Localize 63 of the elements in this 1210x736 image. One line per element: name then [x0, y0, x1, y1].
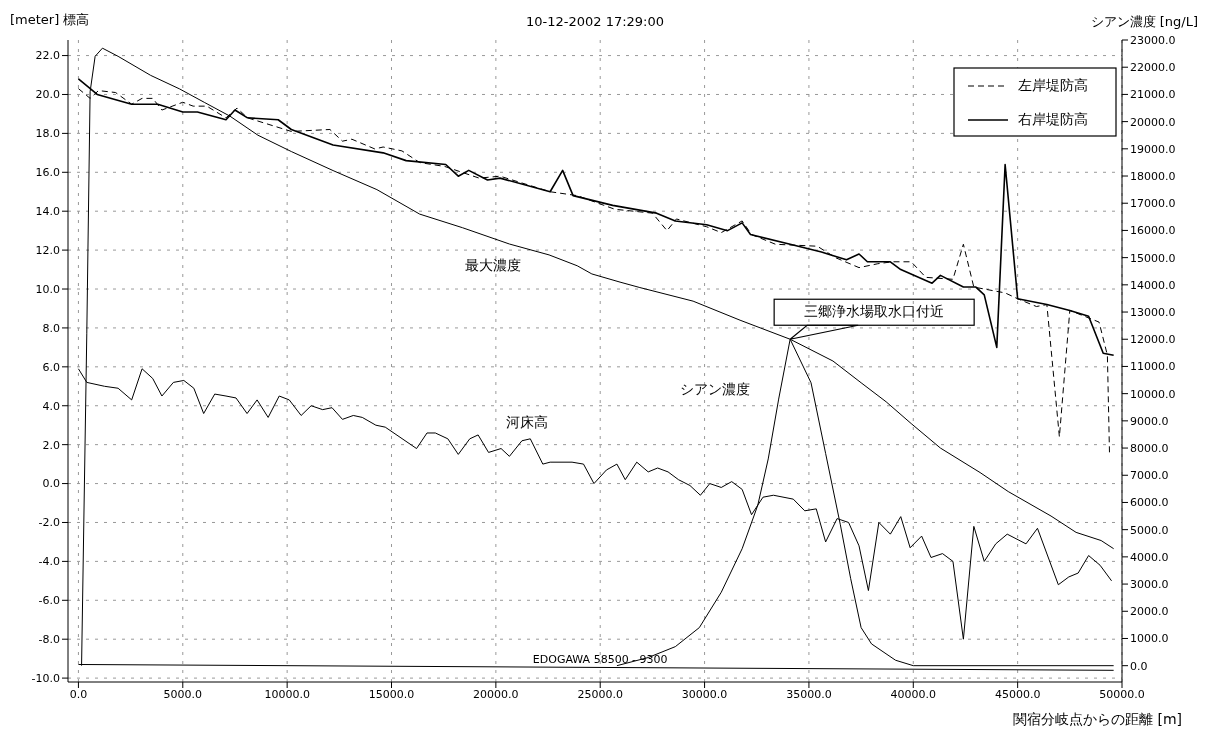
y2-tick-label: 18000.0	[1130, 169, 1176, 183]
y2-tick-label: 0.0	[1130, 659, 1148, 673]
x-tick-label: 20000.0	[473, 687, 519, 701]
y-tick-label: 6.0	[42, 360, 60, 374]
legend-label: 左岸堤防高	[1018, 77, 1088, 93]
y2-tick-label: 12000.0	[1130, 333, 1176, 347]
y-tick-label: -4.0	[38, 555, 60, 569]
x-tick-label: 10000.0	[264, 687, 310, 701]
chart-title: 10-12-2002 17:29:00	[525, 14, 665, 29]
y-tick-label: -6.0	[38, 594, 60, 608]
x-tick-label: 50000.0	[1099, 687, 1145, 701]
series-label: 最大濃度	[464, 256, 521, 273]
y-tick-label: -10.0	[31, 672, 60, 686]
y2-tick-label: 20000.0	[1130, 115, 1176, 129]
y-tick-label: 14.0	[35, 205, 60, 219]
y-tick-label: 12.0	[35, 244, 60, 258]
y-tick-label: -2.0	[38, 516, 60, 530]
annotation: 三郷浄水場取水口付近	[804, 303, 945, 320]
x-tick-label: 45000.0	[994, 687, 1041, 701]
y2-tick-label: 17000.0	[1130, 197, 1176, 211]
y2-tick-label: 1000.0	[1130, 632, 1169, 646]
y2-tick-label: 14000.0	[1130, 278, 1176, 292]
y2-tick-label: 13000.0	[1130, 305, 1176, 319]
y-tick-label: 2.0	[42, 438, 60, 452]
y-tick-label: -8.0	[38, 633, 60, 647]
y2-tick-label: 4000.0	[1130, 550, 1169, 564]
x-tick-label: 35000.0	[786, 687, 832, 701]
y-tick-label: 10.0	[35, 282, 60, 296]
y2-tick-label: 10000.0	[1130, 387, 1176, 401]
x-tick-label: 30000.0	[681, 687, 728, 701]
y2-tick-label: 3000.0	[1130, 577, 1169, 591]
y2-tick-label: 2000.0	[1130, 605, 1169, 619]
y2-tick-label: 11000.0	[1130, 360, 1176, 374]
series-label: 河床高	[506, 414, 549, 431]
text: シアン濃度	[680, 381, 751, 398]
annotation: EDOGAWA 58500 - 9300	[532, 653, 668, 667]
y2-tick-label: 15000.0	[1130, 251, 1176, 265]
y2-tick-label: 5000.0	[1130, 523, 1169, 537]
x-tick-label: 5000.0	[163, 687, 203, 701]
x-tick-label: 15000.0	[368, 687, 415, 701]
y2-axis-title: シアン濃度 [ng/L]	[1090, 14, 1198, 29]
x-tick-label: 0.0	[69, 687, 88, 701]
y-tick-label: 0.0	[42, 477, 60, 491]
y-tick-label: 16.0	[35, 166, 60, 180]
legend-label: 右岸堤防高	[1018, 111, 1088, 127]
x-axis-title: 関宿分岐点からの距離 [m]	[1012, 711, 1182, 727]
y2-tick-label: 9000.0	[1130, 414, 1169, 428]
x-tick-label: 40000.0	[890, 687, 937, 701]
y-tick-label: 18.0	[35, 127, 60, 141]
y2-tick-label: 8000.0	[1130, 441, 1169, 455]
y2-tick-label: 21000.0	[1130, 88, 1176, 102]
y2-tick-label: 23000.0	[1130, 33, 1176, 47]
y2-tick-label: 16000.0	[1130, 224, 1176, 238]
x-tick-label: 25000.0	[577, 687, 623, 701]
y2-tick-label: 22000.0	[1130, 61, 1176, 75]
y-tick-label: 20.0	[35, 88, 60, 102]
y2-tick-label: 6000.0	[1130, 496, 1169, 510]
y2-tick-label: 19000.0	[1130, 142, 1176, 156]
y-axis-title: [meter] 標高	[10, 12, 90, 27]
y-tick-label: 4.0	[42, 399, 60, 413]
y2-tick-label: 7000.0	[1130, 469, 1169, 483]
y-tick-label: 8.0	[42, 321, 60, 335]
y-tick-label: 22.0	[35, 49, 60, 63]
